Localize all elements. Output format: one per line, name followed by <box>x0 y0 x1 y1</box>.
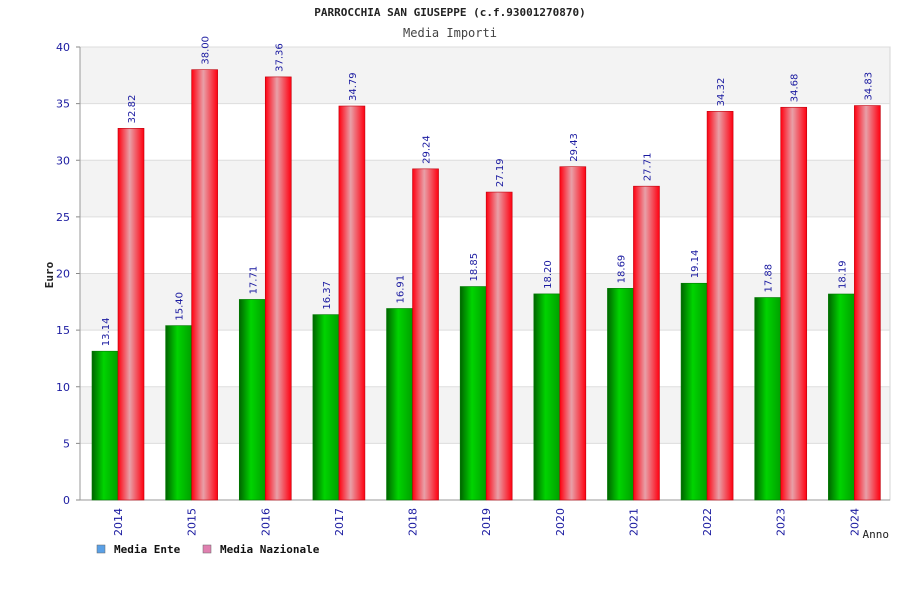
bars <box>91 69 881 501</box>
x-tick-label: 2018 <box>407 508 420 536</box>
bar-value-label: 34.68 <box>790 74 801 103</box>
bar-value-label: 17.88 <box>764 264 775 293</box>
bar-value-label: 15.40 <box>175 292 186 321</box>
bar-labels: 13.14 32.82 15.40 38.00 17.71 37.36 16.37 34.79… <box>101 36 874 346</box>
bar-media-nazionale <box>854 105 881 501</box>
x-tick-label: 2020 <box>554 508 567 536</box>
y-tick-label: 5 <box>63 437 70 450</box>
x-axis-ticks: 2014 2015 2016 2017 2018 2019 2020 2021 2022 2023… <box>112 508 861 536</box>
legend: Media Ente Media Nazionale <box>96 543 320 556</box>
legend-swatch-media-nazionale <box>202 544 212 554</box>
x-tick-label: 2019 <box>480 508 493 536</box>
bar-value-label: 16.37 <box>322 281 333 310</box>
y-tick-label: 35 <box>56 98 70 111</box>
bar-value-label: 27.71 <box>642 153 653 182</box>
bar-value-label: 34.83 <box>863 72 874 101</box>
legend-label: Media Nazionale <box>220 543 320 556</box>
x-tick-label: 2017 <box>333 508 346 536</box>
bar-media-nazionale <box>412 168 439 501</box>
x-tick-label: 2021 <box>627 508 640 536</box>
bar-value-label: 13.14 <box>101 318 112 347</box>
bar-media-ente <box>165 325 192 501</box>
bar-media-ente <box>607 288 634 501</box>
x-tick-label: 2016 <box>259 508 272 536</box>
bar-media-nazionale <box>117 128 145 501</box>
x-tick-label: 2022 <box>701 508 714 536</box>
x-tick-label: 2015 <box>186 508 199 536</box>
bar-media-nazionale <box>706 111 734 501</box>
x-axis-label: Anno <box>863 528 890 541</box>
y-tick-label: 15 <box>56 324 70 337</box>
y-axis-label: Euro <box>43 261 56 288</box>
bar-value-label: 32.82 <box>127 95 138 124</box>
bar-value-label: 18.85 <box>469 253 480 282</box>
bar-media-ente <box>386 308 413 501</box>
bar-media-nazionale <box>264 76 292 501</box>
bar-media-ente <box>828 293 855 501</box>
y-tick-label: 0 <box>63 494 70 507</box>
bar-media-ente <box>312 314 340 501</box>
bar-value-label: 29.43 <box>569 133 580 162</box>
bar-media-nazionale <box>559 166 587 501</box>
bar-media-ente <box>533 293 561 501</box>
bar-value-label: 38.00 <box>201 36 212 65</box>
bar-value-label: 18.19 <box>837 260 848 289</box>
chart-subtitle: Media Importi <box>403 26 497 40</box>
bar-media-ente <box>459 286 487 501</box>
x-tick-label: 2023 <box>775 508 788 536</box>
bar-value-label: 18.20 <box>543 260 554 289</box>
bar-media-nazionale <box>780 106 808 501</box>
x-tick-label: 2024 <box>848 508 861 536</box>
bar-media-nazionale <box>338 105 366 501</box>
bar-media-ente <box>680 282 708 501</box>
chart-title: PARROCCHIA SAN GIUSEPPE (c.f.93001270870… <box>314 6 586 19</box>
bar-media-ente <box>754 297 782 501</box>
bar-value-label: 37.36 <box>274 43 285 72</box>
bar-value-label: 27.19 <box>495 158 506 187</box>
bar-media-nazionale <box>191 69 218 501</box>
y-tick-label: 40 <box>56 41 70 54</box>
bar-value-label: 18.69 <box>616 255 627 284</box>
bar-media-nazionale <box>633 185 660 501</box>
bar-media-ente <box>91 350 119 501</box>
bar-media-ente <box>238 299 266 501</box>
bar-media-nazionale <box>485 191 513 501</box>
y-tick-label: 10 <box>56 381 70 394</box>
x-tick-label: 2014 <box>112 508 125 536</box>
legend-swatch-media-ente <box>96 544 106 554</box>
bar-value-label: 16.91 <box>396 275 407 304</box>
y-tick-label: 30 <box>56 154 70 167</box>
bar-value-label: 29.24 <box>422 135 433 164</box>
legend-label: Media Ente <box>114 543 181 556</box>
bar-value-label: 34.79 <box>348 72 359 101</box>
bar-value-label: 17.71 <box>248 266 259 295</box>
y-tick-label: 20 <box>56 268 70 281</box>
y-tick-label: 25 <box>56 211 70 224</box>
bar-value-label: 19.14 <box>690 250 701 279</box>
bar-value-label: 34.32 <box>716 78 727 107</box>
